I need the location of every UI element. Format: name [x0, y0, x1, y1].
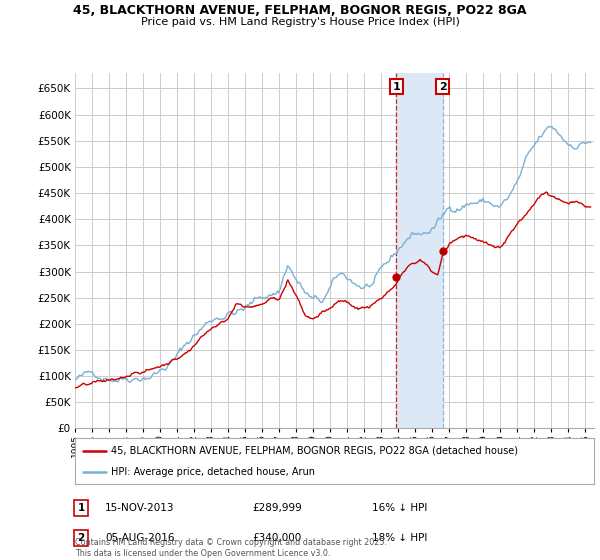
Text: Contains HM Land Registry data © Crown copyright and database right 2025.
This d: Contains HM Land Registry data © Crown c… [75, 538, 387, 558]
Text: 1: 1 [77, 503, 85, 513]
Text: 45, BLACKTHORN AVENUE, FELPHAM, BOGNOR REGIS, PO22 8GA (detached house): 45, BLACKTHORN AVENUE, FELPHAM, BOGNOR R… [112, 446, 518, 456]
Text: Price paid vs. HM Land Registry's House Price Index (HPI): Price paid vs. HM Land Registry's House … [140, 17, 460, 27]
Text: 1: 1 [392, 82, 400, 92]
Text: £289,999: £289,999 [252, 503, 302, 513]
Text: 45, BLACKTHORN AVENUE, FELPHAM, BOGNOR REGIS, PO22 8GA: 45, BLACKTHORN AVENUE, FELPHAM, BOGNOR R… [73, 4, 527, 17]
Text: 2: 2 [439, 82, 446, 92]
Bar [396, 73, 443, 428]
Text: HPI: Average price, detached house, Arun: HPI: Average price, detached house, Arun [112, 467, 316, 477]
Text: 16% ↓ HPI: 16% ↓ HPI [372, 503, 427, 513]
Text: 18% ↓ HPI: 18% ↓ HPI [372, 533, 427, 543]
Text: 2: 2 [77, 533, 85, 543]
Text: 15-NOV-2013: 15-NOV-2013 [105, 503, 175, 513]
Text: 05-AUG-2016: 05-AUG-2016 [105, 533, 175, 543]
Text: £340,000: £340,000 [252, 533, 301, 543]
